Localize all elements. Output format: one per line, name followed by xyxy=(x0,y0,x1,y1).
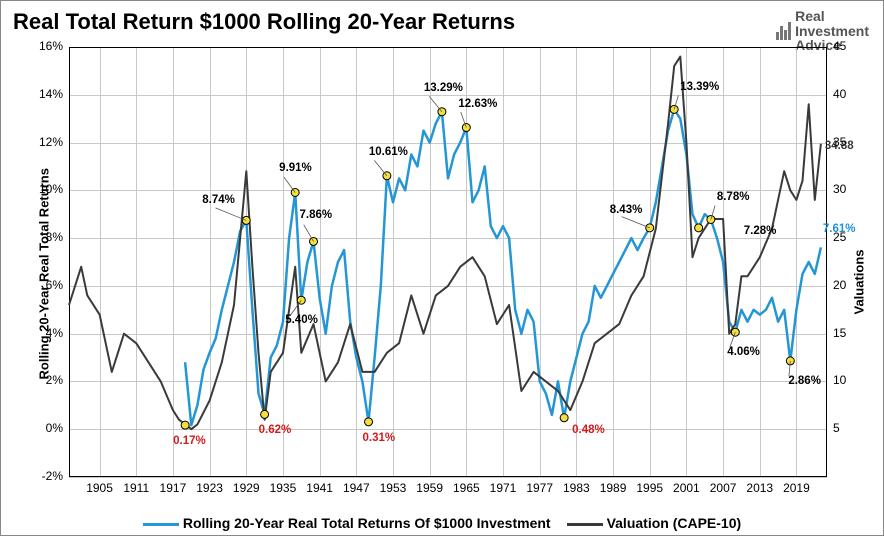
marker xyxy=(261,410,269,418)
x-tick-label: 1929 xyxy=(233,481,260,495)
y1-tick-label: 0% xyxy=(23,421,63,435)
y2-tick-label: 40 xyxy=(833,87,873,101)
marker xyxy=(695,224,703,232)
y1-tick-label: -2% xyxy=(23,469,63,483)
y1-tick-label: 4% xyxy=(23,326,63,340)
legend-item: Valuation (CAPE-10) xyxy=(567,515,742,531)
legend-text: Rolling 20-Year Real Total Returns Of $1… xyxy=(183,515,551,531)
x-tick-label: 1977 xyxy=(526,481,553,495)
legend-text: Valuation (CAPE-10) xyxy=(607,515,742,531)
x-tick-label: 1959 xyxy=(416,481,443,495)
logo-icon xyxy=(776,22,792,40)
x-tick-label: 2013 xyxy=(746,481,773,495)
x-tick-label: 1971 xyxy=(490,481,517,495)
y2-tick-label: 25 xyxy=(833,230,873,244)
marker xyxy=(291,188,299,196)
marker xyxy=(297,296,305,304)
marker xyxy=(365,418,373,426)
y1-tick-label: 14% xyxy=(23,87,63,101)
plot-area: 0.17%8.74%0.62%9.91%5.40%7.86%0.31%10.61… xyxy=(69,47,827,477)
legend: Rolling 20-Year Real Total Returns Of $1… xyxy=(1,515,883,531)
y1-tick-label: 6% xyxy=(23,278,63,292)
x-tick-label: 1965 xyxy=(453,481,480,495)
x-tick-label: 1923 xyxy=(196,481,223,495)
x-tick-label: 1917 xyxy=(160,481,187,495)
y2-tick-label: 10 xyxy=(833,373,873,387)
x-tick-label: 1995 xyxy=(636,481,663,495)
marker xyxy=(181,421,189,429)
x-tick-label: 1911 xyxy=(123,481,149,495)
legend-line xyxy=(567,523,603,526)
x-tick-label: 2019 xyxy=(783,481,810,495)
x-tick-label: 1953 xyxy=(380,481,407,495)
y1-tick-label: 2% xyxy=(23,373,63,387)
x-tick-label: 1989 xyxy=(600,481,627,495)
chart-title: Real Total Return $1000 Rolling 20-Year … xyxy=(13,9,515,35)
y1-tick-label: 10% xyxy=(23,182,63,196)
x-tick-label: 1941 xyxy=(306,481,333,495)
y2-tick-label: 15 xyxy=(833,326,873,340)
y2-tick-label: 20 xyxy=(833,278,873,292)
y1-tick-label: 16% xyxy=(23,39,63,53)
chart-container: Real Total Return $1000 Rolling 20-Year … xyxy=(0,0,884,536)
y2-tick-label: 45 xyxy=(833,39,873,53)
y1-tick-label: 8% xyxy=(23,230,63,244)
x-tick-label: 1983 xyxy=(563,481,590,495)
legend-line xyxy=(143,523,179,526)
y2-tick-label: 35 xyxy=(833,135,873,149)
legend-item: Rolling 20-Year Real Total Returns Of $1… xyxy=(143,515,551,531)
x-tick-label: 1947 xyxy=(343,481,370,495)
x-tick-label: 2007 xyxy=(710,481,737,495)
marker xyxy=(560,414,568,422)
y1-tick-label: 12% xyxy=(23,135,63,149)
x-tick-label: 2001 xyxy=(673,481,700,495)
y2-tick-label: 5 xyxy=(833,421,873,435)
y2-tick-label: 30 xyxy=(833,182,873,196)
x-tick-label: 1905 xyxy=(86,481,113,495)
x-tick-label: 1935 xyxy=(270,481,297,495)
